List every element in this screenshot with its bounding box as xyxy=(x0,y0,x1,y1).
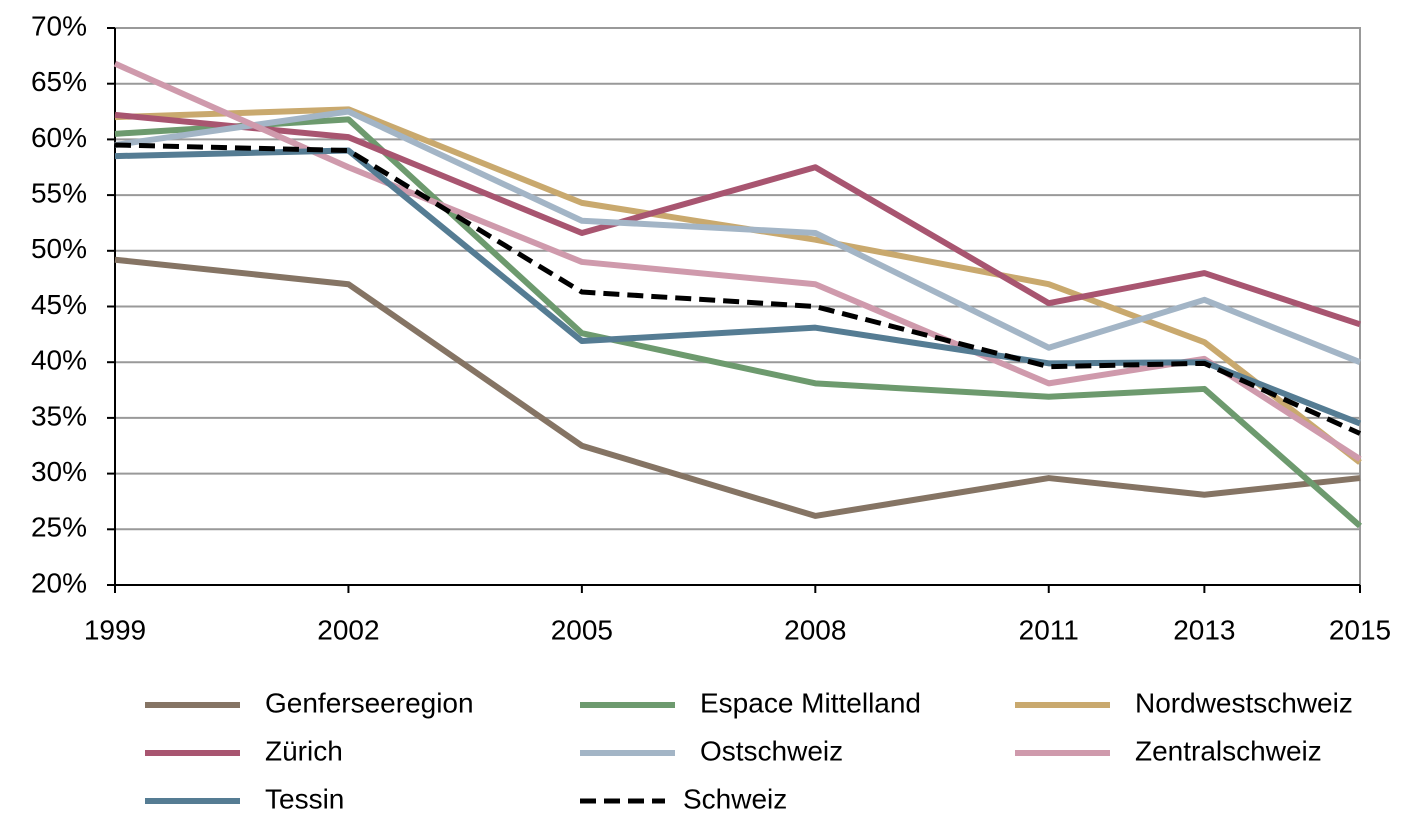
y-tick-label: 30% xyxy=(31,456,87,487)
legend-label: Zürich xyxy=(265,735,343,766)
series-line xyxy=(114,116,1362,529)
x-tick-label: 2011 xyxy=(1019,614,1079,645)
y-tick-label: 50% xyxy=(31,233,87,264)
y-tick-label: 35% xyxy=(31,400,87,431)
y-tick-label: 25% xyxy=(31,512,87,543)
series-line xyxy=(114,256,1361,519)
series-line xyxy=(114,106,1362,465)
series-line xyxy=(114,142,1362,436)
series-line xyxy=(113,60,1362,462)
x-tick-label: 1999 xyxy=(84,614,146,645)
legend-label: Ostschweiz xyxy=(700,735,843,766)
x-tick-label: 2013 xyxy=(1173,614,1235,645)
y-tick-label: 20% xyxy=(31,567,87,598)
y-tick-label: 60% xyxy=(31,122,87,153)
y-tick-label: 55% xyxy=(31,177,87,208)
series-line xyxy=(114,108,1362,365)
y-tick-label: 65% xyxy=(31,66,87,97)
y-tick-label: 70% xyxy=(31,10,87,41)
x-tick-label: 2015 xyxy=(1329,614,1391,645)
y-tick-label: 45% xyxy=(31,289,87,320)
legend-label: Tessin xyxy=(265,783,344,814)
legend-label: Genferseeregion xyxy=(265,687,474,718)
legend-label: Nordwestschweiz xyxy=(1135,687,1353,718)
x-tick-label: 2008 xyxy=(784,614,846,645)
y-tick-label: 40% xyxy=(31,345,87,376)
legend-label: Zentralschweiz xyxy=(1135,735,1322,766)
x-tick-label: 2002 xyxy=(317,614,379,645)
series-line xyxy=(114,111,1361,328)
legend-label: Schweiz xyxy=(683,783,787,814)
x-tick-label: 2005 xyxy=(551,614,613,645)
legend-label: Espace Mittelland xyxy=(700,687,921,718)
